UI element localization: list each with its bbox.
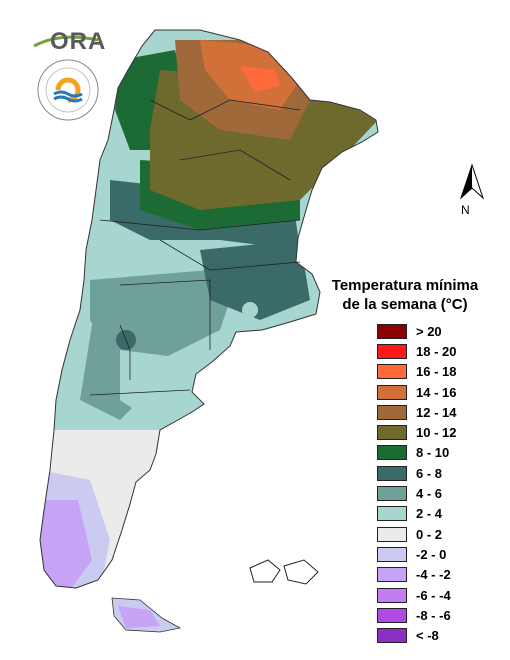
legend-title-line1: Temperatura mínima: [331, 277, 479, 294]
legend-swatch: [377, 425, 407, 441]
legend-swatch: [377, 445, 407, 461]
legend-label: 12 - 14: [416, 404, 457, 420]
smn-seal-logo: [37, 59, 99, 121]
legend-swatch: [377, 506, 407, 522]
legend-label: 14 - 16: [416, 384, 457, 400]
legend-swatch: [377, 465, 407, 481]
legend-swatch: [377, 323, 407, 339]
province-borders: [89, 99, 301, 396]
legend-item: > 20: [377, 321, 456, 341]
legend-item: 16 - 18: [377, 362, 456, 382]
legend-item: -4 - -2: [377, 565, 456, 585]
legend-swatch: [377, 628, 407, 644]
legend-label: 2 - 4: [416, 506, 443, 522]
legend-swatch: [377, 404, 407, 420]
legend: > 20 18 - 20 16 - 18 14 - 16 12 - 14 10 - 12 8…: [377, 321, 456, 646]
legend-label: -6 - -4: [416, 587, 451, 603]
legend-item: 18 - 20: [377, 341, 456, 361]
legend-title-line2: de la semana (°C): [342, 296, 468, 313]
legend-item: 14 - 16: [377, 382, 456, 402]
legend-item: 10 - 12: [377, 422, 456, 442]
legend-label: 16 - 18: [416, 364, 457, 380]
logo-swoosh-icon: [33, 35, 99, 48]
malvinas-islands: [249, 559, 319, 585]
legend-swatch: [377, 486, 407, 502]
legend-label: < -8: [416, 628, 439, 644]
legend-title: Temperatura mínima de la semana (°C): [320, 276, 490, 314]
legend-label: 8 - 10: [416, 445, 450, 461]
legend-item: 0 - 2: [377, 524, 456, 544]
legend-item: 4 - 6: [377, 483, 456, 503]
legend-swatch: [377, 587, 407, 603]
legend-swatch: [377, 526, 407, 542]
country-outline: [39, 29, 379, 589]
legend-label: 4 - 6: [416, 486, 443, 502]
legend-item: 6 - 8: [377, 463, 456, 483]
legend-label: 0 - 2: [416, 526, 443, 542]
legend-item: -6 - -4: [377, 585, 456, 605]
legend-label: -8 - -6: [416, 607, 451, 623]
ora-logo-text: ORA: [50, 28, 107, 55]
legend-label: -2 - 0: [416, 546, 447, 562]
legend-label: > 20: [416, 323, 442, 339]
legend-item: 2 - 4: [377, 504, 456, 524]
legend-item: -2 - 0: [377, 544, 456, 564]
legend-label: 10 - 12: [416, 425, 457, 441]
legend-swatch: [377, 546, 407, 562]
legend-item: -8 - -6: [377, 605, 456, 625]
north-label: N: [461, 203, 470, 217]
legend-swatch: [377, 343, 407, 359]
legend-item: 12 - 14: [377, 402, 456, 422]
legend-swatch: [377, 607, 407, 623]
legend-label: -4 - -2: [416, 567, 451, 583]
legend-swatch: [377, 364, 407, 380]
legend-item: 8 - 10: [377, 443, 456, 463]
legend-swatch: [377, 567, 407, 583]
north-arrow-icon: [459, 163, 485, 200]
legend-label: 6 - 8: [416, 465, 443, 481]
legend-item: < -8: [377, 625, 456, 645]
legend-label: 18 - 20: [416, 343, 457, 359]
tierra-del-fuego-cold: [118, 606, 160, 628]
legend-swatch: [377, 384, 407, 400]
